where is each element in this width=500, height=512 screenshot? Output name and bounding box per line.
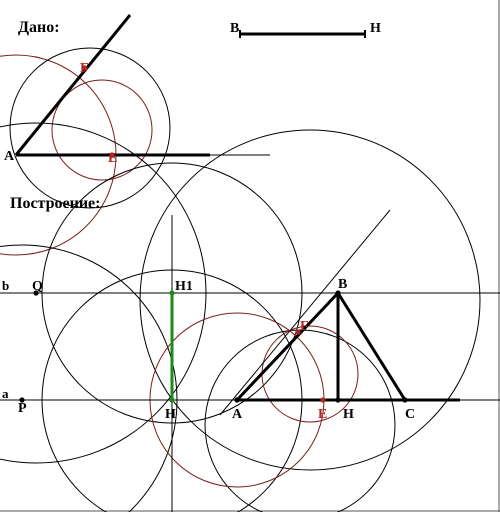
svg-text:H: H <box>165 407 176 422</box>
svg-text:P: P <box>18 401 27 416</box>
svg-text:b: b <box>2 278 9 293</box>
svg-text:E: E <box>108 151 117 166</box>
svg-text:Дано:: Дано: <box>18 19 60 36</box>
svg-text:E: E <box>318 407 327 422</box>
svg-text:H: H <box>343 407 354 422</box>
svg-text:C: C <box>405 407 415 422</box>
svg-text:a: a <box>2 386 9 401</box>
svg-text:A: A <box>4 149 15 164</box>
svg-text:Q: Q <box>32 279 43 294</box>
svg-text:H1: H1 <box>175 279 193 294</box>
svg-text:B: B <box>230 21 239 36</box>
svg-text:A: A <box>232 407 243 422</box>
svg-text:F: F <box>300 319 309 334</box>
svg-text:H: H <box>370 21 381 36</box>
svg-text:F: F <box>80 61 89 76</box>
svg-text:Построение:: Построение: <box>10 195 100 212</box>
geometry-diagram: Дано: Построение: B H A F Eb a Q P H1 H A B C E F H <box>0 0 500 512</box>
svg-text:B: B <box>338 277 347 292</box>
